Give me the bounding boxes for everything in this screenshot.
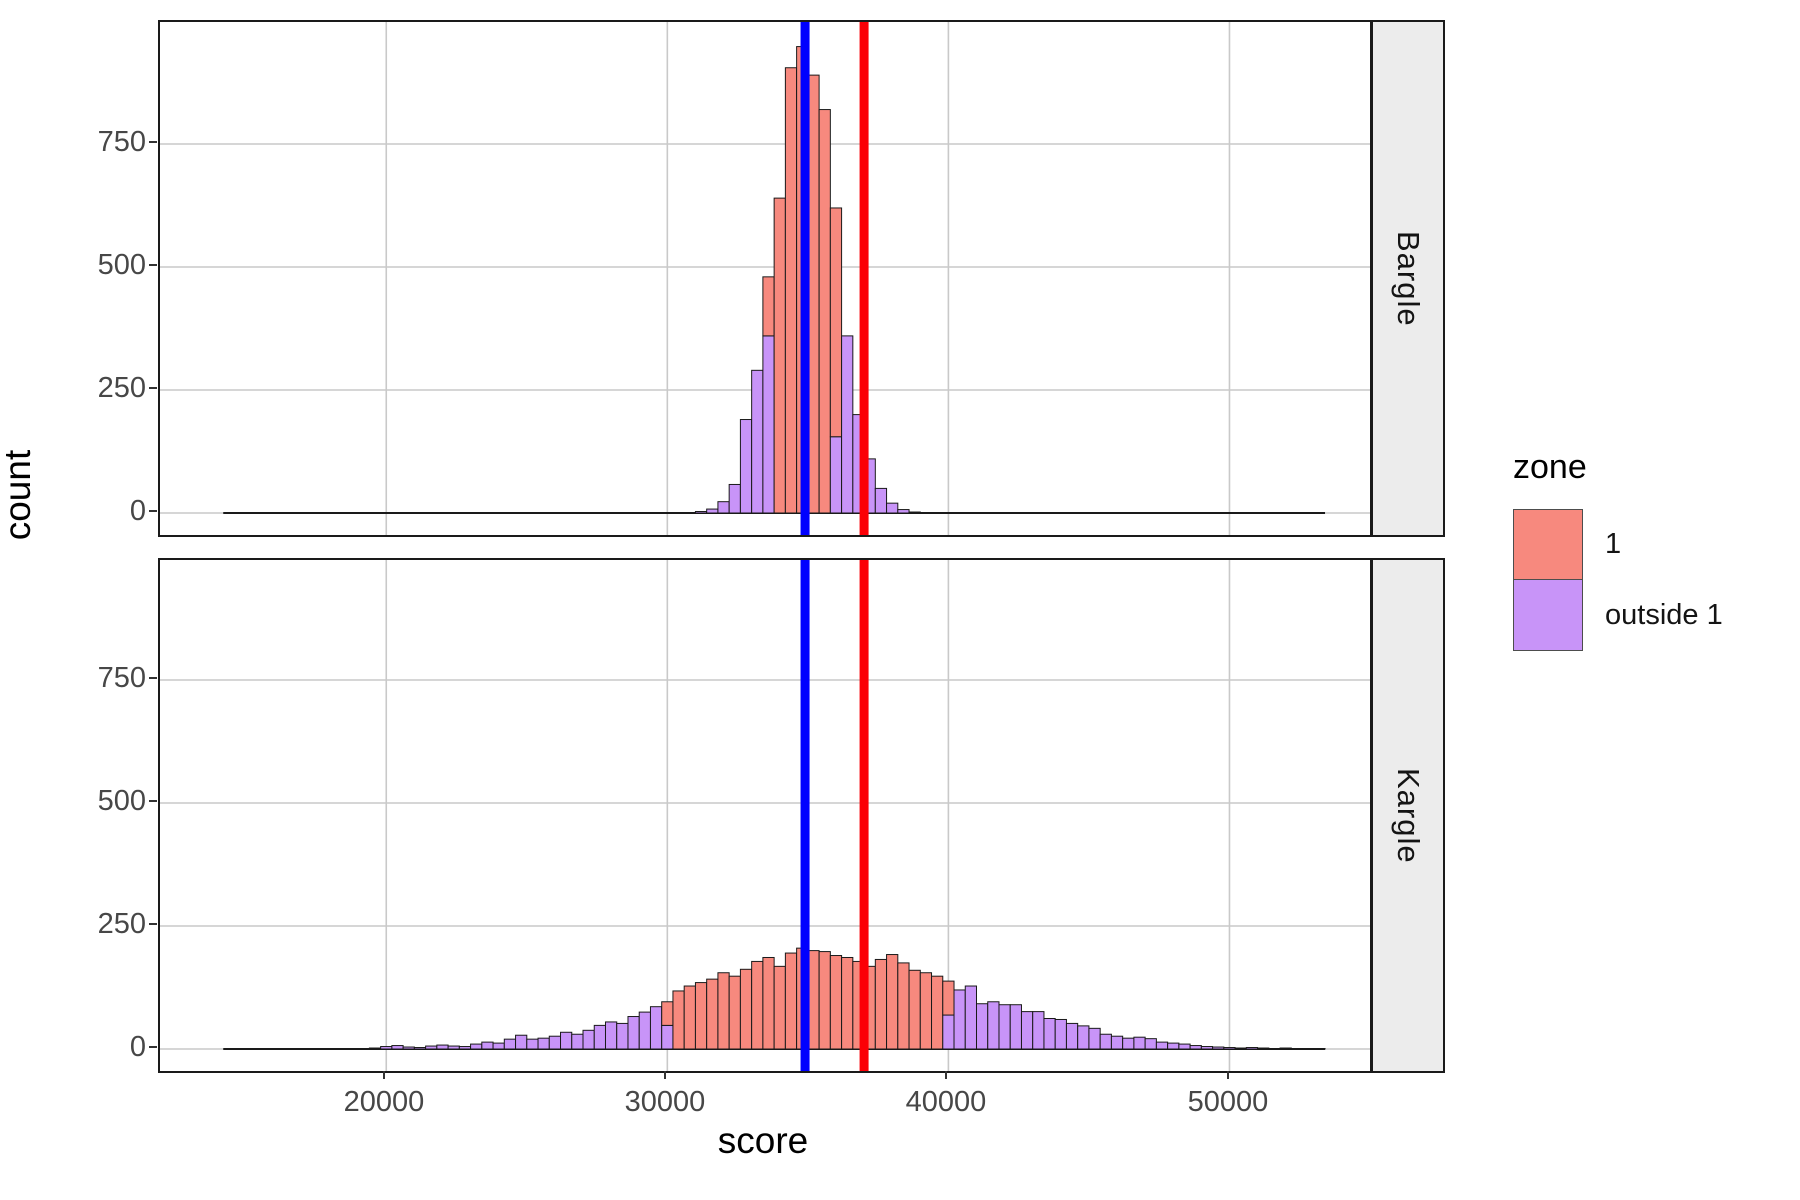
xtick-50000: 50000 (1187, 1086, 1269, 1118)
ytickmark (149, 800, 157, 802)
legend-key-zone1-swatch (1513, 509, 1583, 580)
facet-strip-bargle: Bargle (1371, 20, 1445, 537)
y-axis-title: count (0, 449, 38, 541)
legend-entry-zone1-label: 1 (1605, 528, 1622, 560)
xtickmark (383, 1071, 385, 1079)
ytickmark (149, 510, 157, 512)
facet-strip-bargle-label: Bargle (1391, 230, 1426, 327)
ytick-bottom-500: 500 (97, 785, 146, 817)
xtickmark (664, 1071, 666, 1079)
ytick-top-500: 500 (97, 249, 146, 281)
legend-title: zone (1513, 448, 1587, 486)
x-axis-title: score (717, 1120, 809, 1161)
ytickmark (149, 264, 157, 266)
kargle-panel-svg (160, 560, 1370, 1071)
legend-key-outside1-swatch (1513, 580, 1583, 651)
bargle-panel (158, 20, 1372, 537)
bargle-panel-svg (160, 22, 1370, 535)
ytickmark (149, 1046, 157, 1048)
xtick-40000: 40000 (905, 1086, 987, 1118)
legend-entry-outside1-label: outside 1 (1605, 599, 1723, 631)
xtickmark (1227, 1071, 1229, 1079)
ytick-bottom-0: 0 (129, 1031, 146, 1063)
ytick-top-250: 250 (97, 372, 146, 404)
xtickmark (945, 1071, 947, 1079)
xtick-20000: 20000 (343, 1086, 425, 1118)
ytickmark (149, 141, 157, 143)
facet-strip-kargle: Kargle (1371, 558, 1445, 1073)
ytick-top-0: 0 (129, 495, 146, 527)
ytickmark (149, 677, 157, 679)
ytick-bottom-750: 750 (97, 662, 146, 694)
ytickmark (149, 923, 157, 925)
kargle-panel (158, 558, 1372, 1073)
facet-strip-kargle-label: Kargle (1391, 767, 1426, 864)
ytickmark (149, 387, 157, 389)
xtick-30000: 30000 (624, 1086, 706, 1118)
legend: zone 1 outside 1 (1513, 448, 1723, 651)
ytick-bottom-250: 250 (97, 908, 146, 940)
legend-entry-outside1: outside 1 (1513, 580, 1723, 651)
legend-entry-zone1: 1 (1513, 509, 1723, 580)
ytick-top-750: 750 (97, 126, 146, 158)
